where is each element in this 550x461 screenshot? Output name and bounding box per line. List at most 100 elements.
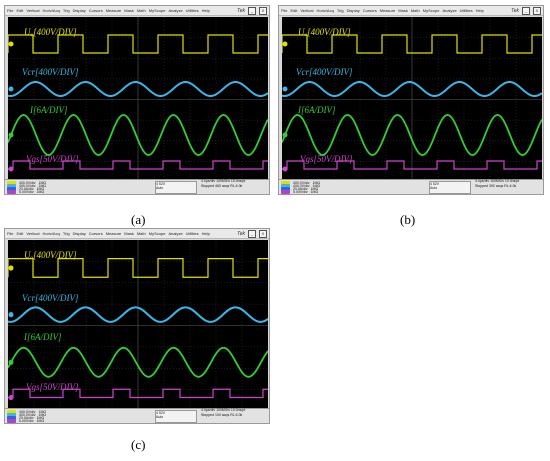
menu-horiz[interactable]: Horiz/Acq	[42, 7, 60, 13]
ch4-scale[interactable]: 5.00V/div 1MΩ	[7, 190, 44, 194]
menu-analyze[interactable]: Analyze	[442, 7, 457, 13]
channel-label-il: I[6A/DIV]	[298, 105, 336, 115]
trace-vcr	[282, 81, 542, 97]
menu-vertical[interactable]: Vertical	[26, 230, 40, 236]
menu-math[interactable]: Math	[136, 7, 146, 13]
ch3-scale[interactable]: 20.0A/div 1MΩ	[7, 416, 44, 420]
menu-trig[interactable]: Trig	[62, 7, 70, 13]
channel-marker[interactable]	[8, 394, 14, 401]
ch3-scale[interactable]: 20.0A/div 1MΩ	[7, 187, 44, 191]
channel-label-vcr: Vcr[400V/DIV]	[22, 293, 79, 303]
close-button[interactable]: X	[259, 7, 267, 15]
ch2-scale[interactable]: 400.0V/div 1MΩ	[7, 413, 46, 417]
ch2-scale[interactable]: 400.0V/div 1MΩ	[7, 184, 46, 188]
channel-marker[interactable]	[8, 41, 14, 47]
menu-cursors[interactable]: Cursors	[88, 7, 103, 13]
menu-mask[interactable]: Mask	[124, 7, 134, 13]
trace-vcr	[8, 306, 268, 323]
menu-myscope[interactable]: MyScope	[422, 7, 440, 13]
tek-logo: Tek	[237, 8, 245, 14]
ch2-scale[interactable]: 400.0V/div 1MΩ	[281, 184, 320, 188]
channel-marker[interactable]	[8, 132, 14, 138]
close-button[interactable]: X	[259, 230, 267, 238]
tek-logo: Tek	[511, 8, 519, 14]
menu-edit[interactable]: Edit	[16, 230, 24, 236]
menu-math[interactable]: Math	[136, 230, 146, 236]
menu-horiz[interactable]: Horiz/Acq	[42, 230, 60, 236]
channel-marker[interactable]	[8, 86, 14, 92]
channel-marker[interactable]	[282, 166, 288, 172]
waveform-display[interactable]: Uₒ[400V/DIV] Vcr[400V/DIV] I[6A/DIV] Vgs…	[282, 17, 542, 182]
menu-measure[interactable]: Measure	[379, 7, 396, 13]
menu-vertical[interactable]: Vertical	[300, 7, 314, 13]
trace-il	[8, 346, 268, 378]
minimize-button[interactable]: _	[248, 230, 256, 238]
menu-mask[interactable]: Mask	[398, 7, 408, 13]
menu-math[interactable]: Math	[410, 7, 420, 13]
ch3-scale[interactable]: 20.0A/div 1MΩ	[281, 187, 318, 191]
menu-measure[interactable]: Measure	[105, 230, 122, 236]
channel-label-uo: Uₒ[400V/DIV]	[298, 27, 351, 37]
channel-marker[interactable]	[8, 359, 14, 365]
menu-cursors[interactable]: Cursors	[88, 230, 103, 236]
minimize-button[interactable]: _	[522, 7, 530, 15]
menu-measure[interactable]: Measure	[105, 7, 122, 13]
menu-utilities[interactable]: Utilities	[459, 7, 473, 13]
close-button[interactable]: X	[533, 7, 541, 15]
caption-c: (c)	[131, 437, 146, 452]
channel-marker[interactable]	[8, 312, 14, 318]
menu-edit[interactable]: Edit	[290, 7, 298, 13]
channel-label-vgs: Vgs[50V/DIV]	[300, 154, 353, 164]
menu-cursors[interactable]: Cursors	[362, 7, 377, 13]
menu-trig[interactable]: Trig	[336, 7, 344, 13]
trigger-readout[interactable]: 4 52V Auto	[155, 181, 197, 194]
channel-marker[interactable]	[8, 166, 14, 172]
menu-edit[interactable]: Edit	[16, 7, 24, 13]
menu-file[interactable]: File	[7, 230, 14, 236]
minimize-button[interactable]: _	[248, 7, 256, 15]
trace-uo	[8, 258, 268, 278]
menu-trig[interactable]: Trig	[62, 230, 70, 236]
ch1-scale[interactable]: 400.0V/div 1MΩ	[7, 181, 46, 185]
waveform-display[interactable]: Uₒ[400V/DIV] Vcr[400V/DIV] I[6A/DIV] Vgs…	[8, 240, 268, 411]
ch1-scale[interactable]: 400.0V/div 1MΩ	[7, 410, 46, 414]
menu-help[interactable]: Help	[201, 7, 210, 13]
menu-vertical[interactable]: Vertical	[26, 7, 40, 13]
trace-vgs	[282, 160, 542, 170]
channel-marker[interactable]	[282, 132, 288, 138]
menu-help[interactable]: Help	[201, 230, 210, 236]
channel-marker[interactable]	[282, 86, 288, 92]
menu-myscope[interactable]: MyScope	[148, 7, 166, 13]
channel-marker[interactable]	[282, 41, 288, 47]
menu-utilities[interactable]: Utilities	[185, 7, 199, 13]
channel-label-uo: Uₒ[400V/DIV]	[24, 27, 77, 37]
menu-myscope[interactable]: MyScope	[148, 230, 166, 236]
menu-display[interactable]: Display	[72, 7, 86, 13]
menu-display[interactable]: Display	[346, 7, 360, 13]
trigger-readout[interactable]: 4 52V Auto	[155, 410, 197, 423]
status-bar: 400.0V/div 1MΩ 400.0V/div 1MΩ 20.0A/div 1MΩ…	[5, 179, 269, 194]
menu-display[interactable]: Display	[72, 230, 86, 236]
channel-label-vcr: Vcr[400V/DIV]	[22, 67, 79, 77]
menu-utilities[interactable]: Utilities	[185, 230, 199, 236]
channel-label-il: I[6A/DIV]	[30, 105, 68, 115]
channel-marker[interactable]	[8, 265, 14, 271]
menu-file[interactable]: File	[7, 7, 14, 13]
waveform-canvas	[282, 17, 542, 182]
menu-analyze[interactable]: Analyze	[168, 230, 183, 236]
acquisition-readout: 4.0μs/div 100MS/s 10.0ns/pt Stopped 194 …	[201, 408, 246, 417]
ch1-scale[interactable]: 400.0V/div 1MΩ	[281, 181, 320, 185]
menu-mask[interactable]: Mask	[124, 230, 134, 236]
menu-file[interactable]: File	[281, 7, 288, 13]
trigger-readout[interactable]: 4 52V Auto	[429, 181, 471, 194]
menu-help[interactable]: Help	[475, 7, 484, 13]
menu-analyze[interactable]: Analyze	[168, 7, 183, 13]
trace-vcr	[8, 81, 268, 97]
acquisition-readout: 4.0μs/div 100MS/s 10.0ns/pt Stopped 460 …	[201, 179, 246, 188]
waveform-display[interactable]: Uₒ[400V/DIV] Vcr[400V/DIV] I[6A/DIV] Vgs…	[8, 17, 268, 182]
menu-horiz[interactable]: Horiz/Acq	[316, 7, 334, 13]
trace-uo	[8, 34, 268, 54]
ch4-scale[interactable]: 5.00V/div 1MΩ	[281, 190, 318, 194]
caption-a: (a)	[131, 212, 146, 227]
ch4-scale[interactable]: 5.00V/div 1MΩ	[7, 419, 44, 423]
